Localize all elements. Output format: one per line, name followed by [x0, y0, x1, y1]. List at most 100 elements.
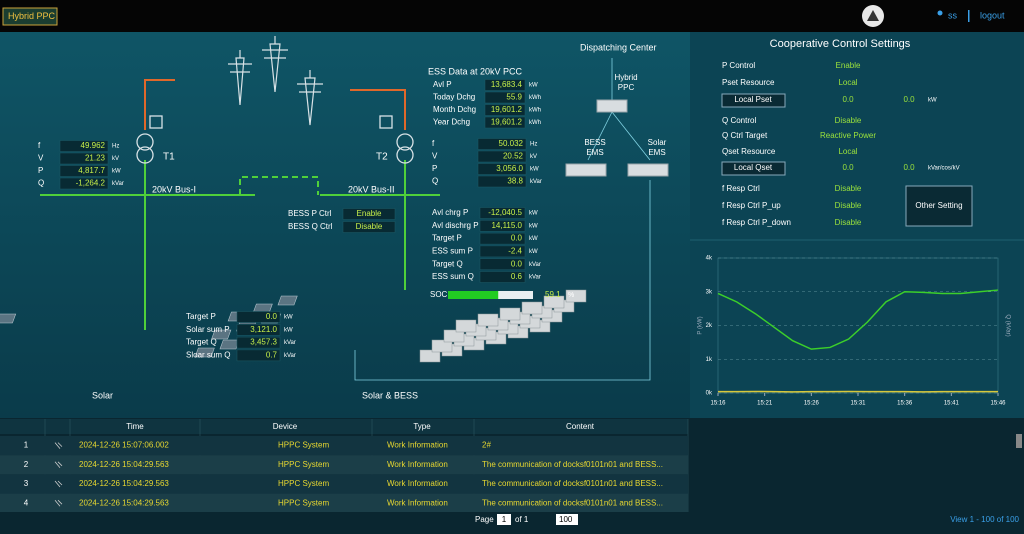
reading-value: 0.7 — [266, 351, 278, 360]
local-qset-button[interactable] — [721, 161, 786, 176]
scrollbar[interactable] — [1016, 434, 1022, 448]
diagram-label: T1 — [163, 152, 175, 163]
reading-unit: kW — [112, 169, 121, 175]
reading-label: Target Q — [432, 259, 463, 268]
diagram-label: Dispatching Center — [580, 42, 657, 52]
setting-label: Qset Resource — [722, 147, 776, 156]
reading-unit: kV — [112, 156, 119, 162]
setting-value: Disable — [835, 218, 862, 227]
y-tick-label: 4k — [706, 256, 713, 262]
setting-value: 0.0 — [842, 163, 854, 172]
row-device: HPPC System — [278, 460, 329, 469]
setting-value: Enable — [836, 61, 861, 70]
local-pset-button[interactable] — [721, 93, 786, 108]
value-box — [236, 349, 281, 362]
row-device: HPPC System — [278, 498, 329, 507]
value-box — [479, 271, 526, 283]
reading-value: 3,056.0 — [496, 164, 523, 173]
reading-label: Month Dchg — [433, 105, 476, 114]
reading-label: Q — [432, 177, 438, 186]
x-tick-label: 15:16 — [710, 401, 726, 407]
reading-value: 38.8 — [507, 177, 523, 186]
value-box — [479, 245, 526, 258]
row-time: 2024-12-26 15:04:29.563 — [79, 460, 169, 469]
row-type: Work Information — [387, 460, 448, 469]
reading-value: 0.0 — [511, 234, 523, 243]
reading-value: 21.23 — [85, 154, 106, 163]
setting-unit: kW — [928, 98, 937, 104]
column-header: Time — [126, 422, 144, 431]
panel — [219, 339, 240, 350]
user-icon — [937, 10, 943, 16]
logout-link[interactable]: logout — [980, 10, 1005, 20]
avatar-icon — [867, 10, 879, 21]
y-tick-label: 0k — [706, 391, 713, 397]
table-footer — [0, 512, 1024, 534]
other-setting-button[interactable] — [905, 185, 973, 227]
reading-value: -12,040.5 — [488, 208, 522, 217]
setting-value: 0.0 — [903, 163, 915, 172]
row-type: Work Information — [387, 441, 448, 450]
reading-unit: kW — [284, 327, 293, 333]
reading-label: Target Q — [186, 338, 217, 347]
row-device: HPPC System — [278, 441, 329, 450]
ctrl-label: BESS P Ctrl — [288, 209, 332, 218]
row-index: 3 — [24, 479, 29, 488]
row-time: 2024-12-26 15:04:29.563 — [79, 498, 169, 507]
panel — [211, 329, 232, 340]
reading-label: f — [432, 139, 435, 148]
reading-unit: kW — [529, 83, 538, 89]
reading-value: 55.9 — [506, 93, 522, 102]
reading-label: Avl P — [433, 80, 452, 89]
value-box — [477, 150, 527, 163]
reading-value: -2.4 — [508, 247, 522, 256]
reading-unit: kVar — [530, 179, 542, 185]
row-icon — [54, 499, 63, 507]
ctrl-value: Enable — [357, 209, 382, 218]
ctrl-label: BESS Q Ctrl — [288, 222, 333, 231]
reading-value: 13,683.4 — [491, 80, 523, 89]
reading-value: 4,817.7 — [78, 166, 105, 175]
row-index: 4 — [24, 498, 29, 507]
value-box — [479, 220, 526, 232]
setting-value: Disable — [835, 184, 862, 193]
row-icon — [54, 461, 63, 469]
setting-label: P Control — [722, 61, 755, 70]
user-name[interactable]: ss — [948, 10, 958, 20]
table-header — [0, 419, 688, 434]
battery — [419, 349, 441, 363]
reading-label: Avl dischrg P — [432, 221, 479, 230]
y-tick-label: 1k — [706, 357, 713, 363]
battery-racks — [419, 289, 587, 363]
servers — [565, 99, 669, 177]
value-box — [59, 165, 109, 177]
battery — [499, 307, 521, 321]
row-content: The communication of docksf0101n01 and B… — [482, 498, 663, 507]
battery — [543, 295, 565, 309]
reading-value: 50.032 — [499, 139, 524, 148]
x-tick-label: 15:26 — [804, 401, 820, 407]
x-tick-label: 15:36 — [897, 401, 913, 407]
row-icon — [54, 480, 63, 488]
setting-value: Disable — [835, 116, 862, 125]
reading-unit: kW — [529, 236, 538, 242]
soc-label: SOC — [430, 290, 448, 299]
soc-unit: % — [568, 292, 574, 299]
diagram-label: Solar — [92, 390, 113, 400]
value-box — [236, 336, 281, 349]
reading-unit: kVar — [529, 262, 541, 268]
value-box — [236, 324, 281, 336]
series-line — [717, 289, 999, 350]
x-tick-label: 15:21 — [757, 401, 773, 407]
header-bar — [0, 0, 1024, 32]
page-of: of 1 — [515, 515, 529, 524]
y-axis-label: P (kW) — [698, 316, 704, 334]
setting-value: 0.0 — [903, 95, 915, 104]
reading-unit: kW — [284, 315, 293, 321]
reading-unit: kW — [529, 223, 538, 229]
value-box — [342, 221, 396, 233]
page-number: 1 — [502, 515, 507, 524]
setting-label: f Resp Ctrl P_down — [722, 218, 791, 227]
reading-label: P — [38, 166, 43, 175]
reading-unit: kW — [529, 211, 538, 217]
